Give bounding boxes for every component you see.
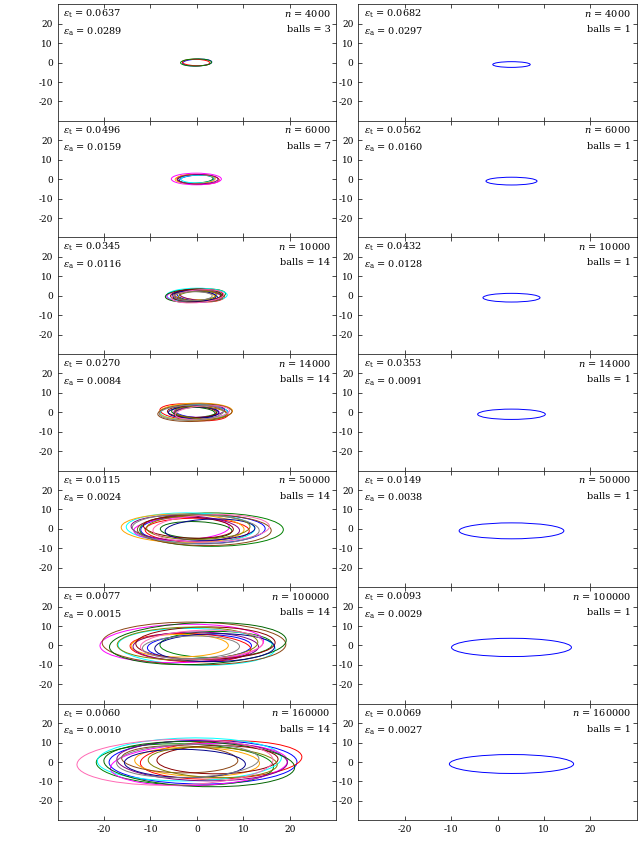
Text: $\varepsilon_\mathrm{t}$ = 0.0060: $\varepsilon_\mathrm{t}$ = 0.0060 — [63, 707, 121, 720]
Text: balls = 7: balls = 7 — [287, 142, 330, 151]
Text: $\varepsilon_\mathrm{t}$ = 0.0115: $\varepsilon_\mathrm{t}$ = 0.0115 — [63, 474, 121, 486]
Text: $\varepsilon_\mathrm{a}$ = 0.0289: $\varepsilon_\mathrm{a}$ = 0.0289 — [63, 25, 122, 38]
Text: $\varepsilon_\mathrm{a}$ = 0.0160: $\varepsilon_\mathrm{a}$ = 0.0160 — [364, 142, 423, 155]
Text: $n$ = 14000: $n$ = 14000 — [578, 357, 631, 369]
Text: $\varepsilon_\mathrm{a}$ = 0.0297: $\varepsilon_\mathrm{a}$ = 0.0297 — [364, 25, 423, 38]
Text: $n$ = 4000: $n$ = 4000 — [584, 8, 631, 19]
Text: balls = 1: balls = 1 — [588, 608, 631, 617]
Text: $\varepsilon_\mathrm{t}$ = 0.0149: $\varepsilon_\mathrm{t}$ = 0.0149 — [364, 474, 422, 486]
Text: $n$ = 6000: $n$ = 6000 — [584, 125, 631, 136]
Text: balls = 1: balls = 1 — [588, 375, 631, 384]
Text: $\varepsilon_\mathrm{t}$ = 0.0562: $\varepsilon_\mathrm{t}$ = 0.0562 — [364, 125, 422, 137]
Text: $\varepsilon_\mathrm{t}$ = 0.0637: $\varepsilon_\mathrm{t}$ = 0.0637 — [63, 8, 121, 21]
Text: $\varepsilon_\mathrm{a}$ = 0.0084: $\varepsilon_\mathrm{a}$ = 0.0084 — [63, 375, 123, 387]
Text: $n$ = 160000: $n$ = 160000 — [271, 707, 330, 718]
Text: balls = 1: balls = 1 — [588, 491, 631, 501]
Text: balls = 1: balls = 1 — [588, 25, 631, 34]
Text: $\varepsilon_\mathrm{t}$ = 0.0069: $\varepsilon_\mathrm{t}$ = 0.0069 — [364, 707, 422, 720]
Text: balls = 1: balls = 1 — [588, 142, 631, 151]
Text: $\varepsilon_\mathrm{a}$ = 0.0024: $\varepsilon_\mathrm{a}$ = 0.0024 — [63, 491, 123, 504]
Text: $n$ = 100000: $n$ = 100000 — [572, 591, 631, 601]
Text: $\varepsilon_\mathrm{t}$ = 0.0682: $\varepsilon_\mathrm{t}$ = 0.0682 — [364, 8, 422, 21]
Text: $\varepsilon_\mathrm{a}$ = 0.0159: $\varepsilon_\mathrm{a}$ = 0.0159 — [63, 142, 122, 155]
Text: $n$ = 160000: $n$ = 160000 — [572, 707, 631, 718]
Text: $\varepsilon_\mathrm{a}$ = 0.0010: $\varepsilon_\mathrm{a}$ = 0.0010 — [63, 725, 122, 737]
Text: balls = 14: balls = 14 — [280, 491, 330, 501]
Text: $n$ = 100000: $n$ = 100000 — [271, 591, 330, 601]
Text: $n$ = 50000: $n$ = 50000 — [578, 474, 631, 485]
Text: $n$ = 10000: $n$ = 10000 — [578, 241, 631, 252]
Text: balls = 14: balls = 14 — [280, 608, 330, 617]
Text: $\varepsilon_\mathrm{a}$ = 0.0027: $\varepsilon_\mathrm{a}$ = 0.0027 — [364, 725, 423, 737]
Text: $\varepsilon_\mathrm{a}$ = 0.0091: $\varepsilon_\mathrm{a}$ = 0.0091 — [364, 375, 422, 387]
Text: $\varepsilon_\mathrm{t}$ = 0.0093: $\varepsilon_\mathrm{t}$ = 0.0093 — [364, 591, 422, 603]
Text: $\varepsilon_\mathrm{a}$ = 0.0116: $\varepsilon_\mathrm{a}$ = 0.0116 — [63, 259, 122, 271]
Text: balls = 1: balls = 1 — [588, 725, 631, 734]
Text: $\varepsilon_\mathrm{t}$ = 0.0432: $\varepsilon_\mathrm{t}$ = 0.0432 — [364, 241, 422, 253]
Text: balls = 14: balls = 14 — [280, 259, 330, 267]
Text: $n$ = 4000: $n$ = 4000 — [284, 8, 330, 19]
Text: $n$ = 14000: $n$ = 14000 — [278, 357, 330, 369]
Text: balls = 1: balls = 1 — [588, 259, 631, 267]
Text: $n$ = 10000: $n$ = 10000 — [278, 241, 330, 252]
Text: $\varepsilon_\mathrm{t}$ = 0.0353: $\varepsilon_\mathrm{t}$ = 0.0353 — [364, 357, 422, 370]
Text: $\varepsilon_\mathrm{t}$ = 0.0496: $\varepsilon_\mathrm{t}$ = 0.0496 — [63, 125, 121, 137]
Text: $\varepsilon_\mathrm{a}$ = 0.0015: $\varepsilon_\mathrm{a}$ = 0.0015 — [63, 608, 122, 621]
Text: balls = 3: balls = 3 — [287, 25, 330, 34]
Text: $\varepsilon_\mathrm{a}$ = 0.0128: $\varepsilon_\mathrm{a}$ = 0.0128 — [364, 259, 423, 271]
Text: $n$ = 6000: $n$ = 6000 — [284, 125, 330, 136]
Text: $\varepsilon_\mathrm{t}$ = 0.0077: $\varepsilon_\mathrm{t}$ = 0.0077 — [63, 591, 122, 603]
Text: $n$ = 50000: $n$ = 50000 — [278, 474, 330, 485]
Text: $\varepsilon_\mathrm{t}$ = 0.0270: $\varepsilon_\mathrm{t}$ = 0.0270 — [63, 357, 121, 370]
Text: $\varepsilon_\mathrm{a}$ = 0.0029: $\varepsilon_\mathrm{a}$ = 0.0029 — [364, 608, 423, 621]
Text: balls = 14: balls = 14 — [280, 725, 330, 734]
Text: $\varepsilon_\mathrm{t}$ = 0.0345: $\varepsilon_\mathrm{t}$ = 0.0345 — [63, 241, 121, 253]
Text: $\varepsilon_\mathrm{a}$ = 0.0038: $\varepsilon_\mathrm{a}$ = 0.0038 — [364, 491, 423, 504]
Text: balls = 14: balls = 14 — [280, 375, 330, 384]
